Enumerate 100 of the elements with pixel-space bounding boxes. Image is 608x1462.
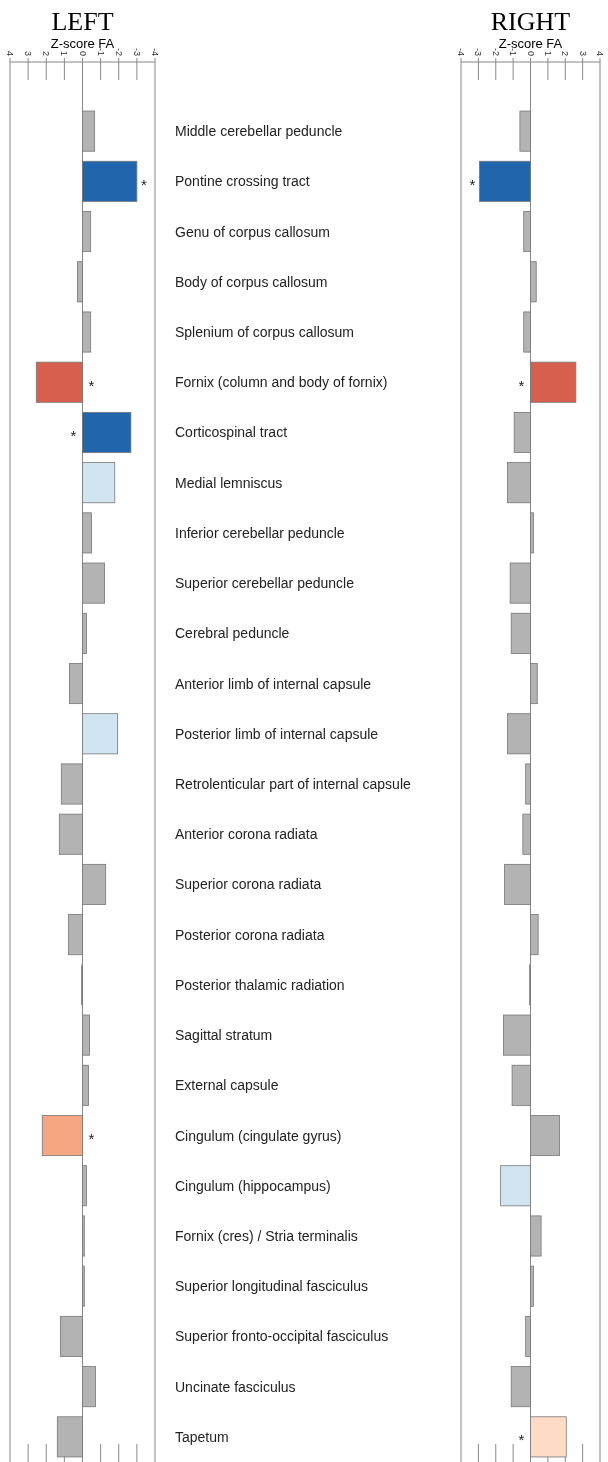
x-tick-label: -1 <box>508 47 519 56</box>
y-tick-label: Cerebral peduncle <box>175 625 290 642</box>
y-tick-label: Anterior corona radiata <box>175 826 318 843</box>
y-tick-label: Genu of corpus callosum <box>175 223 330 240</box>
bar <box>82 562 106 604</box>
bar <box>530 1416 567 1458</box>
y-tick-label: Sagittal stratum <box>175 1027 273 1044</box>
bar <box>82 411 132 453</box>
y-tick-label: Cingulum (hippocampus) <box>175 1177 331 1194</box>
bar <box>82 612 87 654</box>
bar <box>530 261 537 303</box>
bar <box>504 863 531 905</box>
x-tick-label: 2 <box>560 50 571 56</box>
bar <box>82 713 119 755</box>
y-tick-label: Cingulum (cingulate gyrus) <box>175 1127 342 1144</box>
bar <box>525 763 531 805</box>
y-tick-label: Superior longitudinal fasciculus <box>175 1278 368 1295</box>
bar <box>82 1014 90 1056</box>
x-tick-label: 1 <box>542 50 553 56</box>
bar <box>82 160 138 202</box>
chart-title: RIGHT <box>490 7 571 36</box>
x-tick-label: -2 <box>113 47 124 56</box>
bar <box>525 1315 531 1357</box>
bar <box>479 160 531 202</box>
bar <box>500 1165 531 1207</box>
y-tick-label: Superior corona radiata <box>175 876 322 893</box>
bar <box>60 763 83 805</box>
bar <box>67 914 83 956</box>
bar <box>530 361 577 403</box>
bar <box>82 512 92 554</box>
x-tick-label: -3 <box>131 47 142 56</box>
annotation: * <box>70 426 77 444</box>
y-tick-label: Superior cerebellar peduncle <box>175 575 355 592</box>
chart-title: LEFT <box>51 7 114 36</box>
bar <box>513 411 531 453</box>
bar <box>506 713 531 755</box>
bar <box>82 863 107 905</box>
bar <box>530 1115 560 1157</box>
x-tick-label: 0 <box>525 50 536 56</box>
x-tick-label: -4 <box>150 47 160 56</box>
x-tick-label: 3 <box>577 50 588 56</box>
x-tick-label: 4 <box>595 50 605 56</box>
bar <box>58 813 83 855</box>
annotation: * <box>140 175 147 193</box>
x-tick-label: 4 <box>5 50 15 56</box>
y-tick-label: Inferior cerebellar peduncle <box>175 524 345 541</box>
y-tick-label: Pontine crossing tract <box>175 173 310 190</box>
x-tick-label: -2 <box>490 47 501 56</box>
bar <box>41 1115 83 1157</box>
bar <box>56 1416 83 1458</box>
y-tick-label: Uncinate fasciculus <box>175 1378 296 1395</box>
y-tick-label: Fornix (column and body of fornix) <box>175 374 388 391</box>
bar <box>511 1064 531 1106</box>
annotation: * <box>518 1431 525 1449</box>
annotation: * <box>88 1130 95 1148</box>
bar <box>77 261 83 303</box>
x-tick-label: 0 <box>77 50 88 56</box>
bar <box>82 110 96 152</box>
bar <box>82 1064 89 1106</box>
bar <box>530 1265 534 1307</box>
y-tick-label: Superior fronto-occipital fasciculus <box>175 1328 389 1345</box>
bar <box>509 562 531 604</box>
x-tick-label: -3 <box>473 47 484 56</box>
y-tick-label: Splenium of corpus callosum <box>175 324 354 341</box>
bar <box>530 512 534 554</box>
bar <box>82 1165 87 1207</box>
y-tick-label: Medial lemniscus <box>175 474 283 491</box>
bar <box>82 311 92 353</box>
bar <box>530 663 538 705</box>
bar <box>506 462 531 504</box>
y-tick-label: Posterior corona radiata <box>175 926 325 943</box>
bar <box>59 1315 83 1357</box>
y-tick-label: Tapetum <box>175 1428 229 1445</box>
annotation: * <box>469 175 476 193</box>
y-tick-label: Middle cerebellar peduncle <box>175 123 343 140</box>
y-tick-label: Corticospinal tract <box>175 424 288 441</box>
y-tick-label: Fornix (cres) / Stria terminalis <box>175 1227 358 1244</box>
bar <box>523 211 531 253</box>
bar <box>69 663 83 705</box>
annotation: * <box>88 376 95 394</box>
bar <box>510 612 531 654</box>
bar <box>519 110 531 152</box>
bar <box>503 1014 531 1056</box>
bar <box>530 1215 542 1257</box>
bar <box>510 1366 531 1408</box>
bar <box>530 914 539 956</box>
y-tick-label: External capsule <box>175 1077 279 1094</box>
bar <box>35 361 83 403</box>
y-tick-label: Posterior thalamic radiation <box>175 976 345 993</box>
y-tick-label: Anterior limb of internal capsule <box>175 675 372 692</box>
x-tick-label: 1 <box>59 50 70 56</box>
x-tick-label: -1 <box>95 47 106 56</box>
bar <box>523 311 531 353</box>
y-tick-label: Retrolenticular part of internal capsule <box>175 776 412 792</box>
y-tick-label: Posterior limb of internal capsule <box>175 725 379 742</box>
bar <box>522 813 531 855</box>
bar <box>82 211 92 253</box>
x-tick-label: 2 <box>41 50 52 56</box>
y-tick-label: Body of corpus callosum <box>175 273 328 290</box>
annotation: * <box>518 376 525 394</box>
